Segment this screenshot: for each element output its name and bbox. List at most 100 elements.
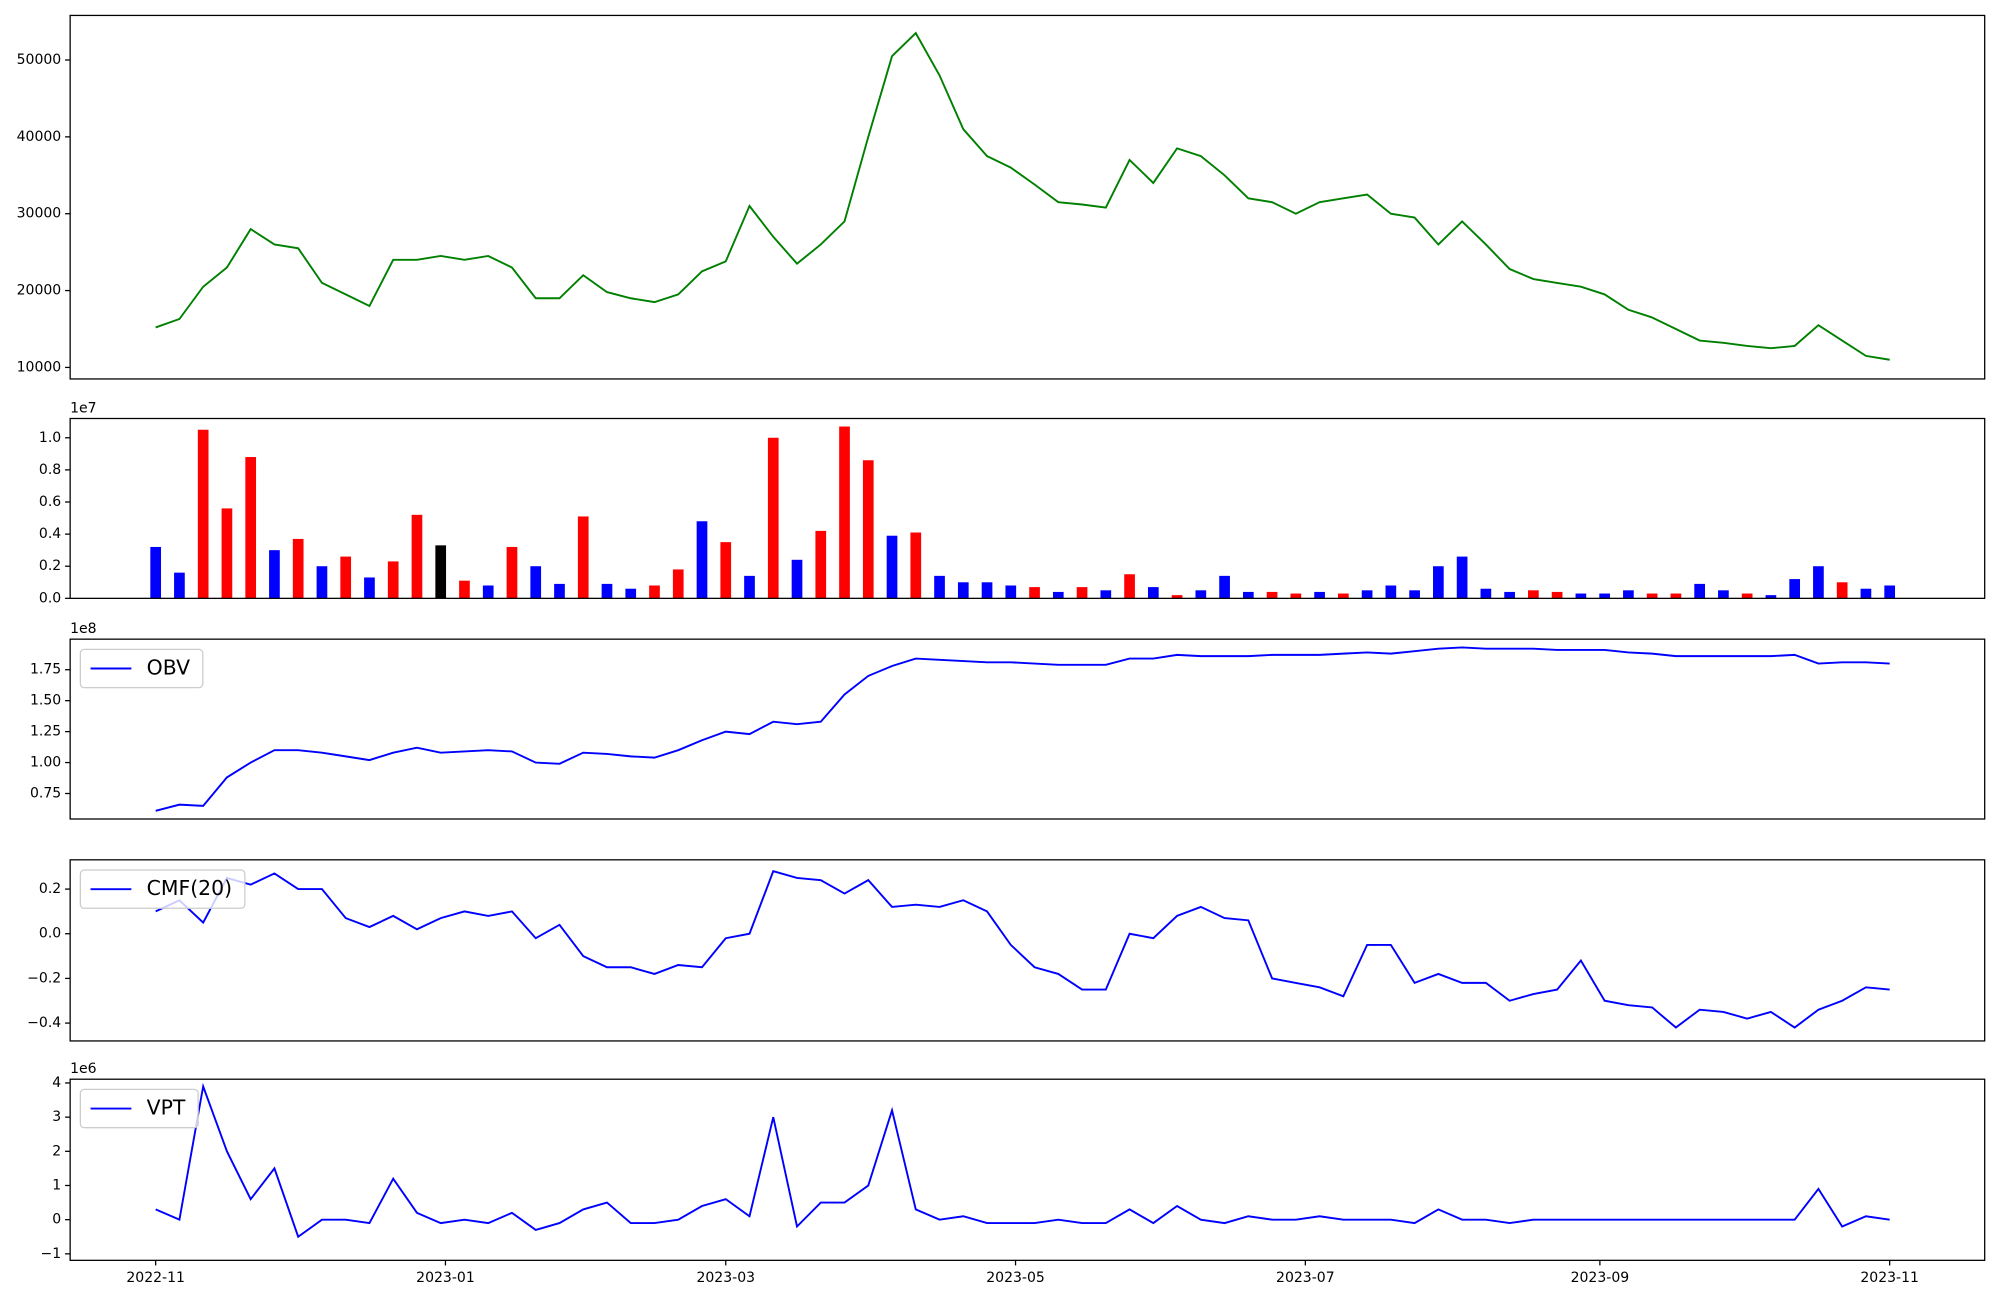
legend-box bbox=[79, 1088, 199, 1129]
offset-label: 1e7 bbox=[70, 400, 96, 416]
x-tick-label: 2022-11 bbox=[126, 1270, 185, 1286]
bar bbox=[1338, 593, 1349, 599]
bar bbox=[1100, 590, 1112, 599]
bar bbox=[506, 546, 518, 599]
bar bbox=[1551, 591, 1563, 599]
bar bbox=[554, 583, 565, 599]
bar bbox=[910, 532, 922, 599]
y-tick-label: 0.2 bbox=[39, 881, 61, 897]
bar bbox=[364, 577, 375, 599]
bar bbox=[340, 556, 352, 599]
bar bbox=[862, 460, 874, 599]
y-tick-label: 0.0 bbox=[39, 590, 61, 606]
bar bbox=[1884, 585, 1896, 599]
line bbox=[155, 1082, 1890, 1239]
bar bbox=[1480, 588, 1492, 599]
bar bbox=[625, 588, 637, 599]
line bbox=[155, 646, 1890, 812]
y-tick-label: 0.2 bbox=[39, 558, 61, 574]
bar bbox=[815, 530, 827, 599]
bar bbox=[1052, 591, 1064, 599]
plot-frame bbox=[69, 638, 1986, 820]
y-tick-label: 4 bbox=[52, 1075, 61, 1091]
bar bbox=[1646, 593, 1658, 599]
bar bbox=[1670, 593, 1682, 599]
bar bbox=[1504, 591, 1515, 599]
offset-label: 1e6 bbox=[70, 1061, 97, 1077]
panel: 0.0 0.2 0.4 0.6 0.8 1.0 1e7 bbox=[39, 400, 1986, 606]
bar bbox=[435, 545, 447, 599]
panel: 0.75 1.00 1.25 1.50 1.75 1e8 OBV bbox=[30, 621, 1986, 820]
bar bbox=[672, 569, 684, 599]
bar bbox=[1718, 590, 1729, 599]
x-tick-label: 2023-05 bbox=[986, 1270, 1045, 1286]
bar bbox=[1195, 590, 1207, 599]
plot-frame bbox=[69, 14, 1986, 380]
bar bbox=[1029, 587, 1040, 599]
panel: −1 0 1 2 3 4 2022-11 2023-01 2023-03 2023-05 2023-… bbox=[41, 1061, 1986, 1286]
legend-box bbox=[79, 648, 204, 689]
bar bbox=[1242, 591, 1254, 599]
bar bbox=[957, 582, 969, 599]
bar bbox=[1385, 585, 1397, 599]
bar bbox=[1005, 585, 1017, 599]
bar bbox=[1124, 574, 1135, 599]
bar bbox=[696, 521, 708, 599]
y-tick-label: 1.0 bbox=[39, 430, 61, 446]
x-tick-label: 2023-01 bbox=[416, 1270, 475, 1286]
line bbox=[155, 31, 1890, 361]
bar bbox=[1433, 566, 1444, 599]
bar bbox=[292, 538, 304, 599]
bar bbox=[767, 437, 779, 599]
y-tick-label: 20000 bbox=[17, 283, 62, 299]
y-tick-label: 1.25 bbox=[30, 724, 61, 740]
y-tick-label: 3 bbox=[52, 1109, 61, 1125]
x-tick-label: 2023-09 bbox=[1571, 1270, 1630, 1286]
plot-frame bbox=[69, 417, 1986, 599]
bar bbox=[1860, 588, 1872, 599]
bar bbox=[1765, 595, 1777, 599]
x-tick-label: 2023-11 bbox=[1860, 1270, 1919, 1286]
bar bbox=[1456, 556, 1468, 599]
y-tick-label: 2 bbox=[52, 1143, 61, 1159]
legend-label: CMF(20) bbox=[147, 876, 232, 900]
y-tick-label: 1.00 bbox=[30, 755, 61, 771]
legend-box bbox=[79, 869, 246, 909]
y-tick-label: 40000 bbox=[17, 129, 62, 145]
bar bbox=[530, 566, 542, 599]
bar bbox=[411, 514, 423, 599]
y-tick-label: 0.75 bbox=[30, 786, 61, 802]
y-tick-label: 0.4 bbox=[39, 526, 61, 542]
bar bbox=[601, 583, 613, 599]
offset-label: 1e8 bbox=[70, 621, 96, 637]
bar bbox=[1575, 593, 1587, 599]
bar bbox=[981, 582, 993, 599]
x-tick-label: 2023-03 bbox=[696, 1270, 755, 1286]
y-tick-label: 1 bbox=[52, 1177, 61, 1193]
bar bbox=[886, 535, 898, 599]
bar bbox=[1741, 593, 1753, 599]
bar bbox=[1147, 587, 1159, 599]
bar bbox=[1361, 590, 1373, 599]
line bbox=[155, 870, 1890, 1029]
y-tick-label: 30000 bbox=[17, 206, 62, 222]
bar bbox=[221, 508, 233, 599]
bar bbox=[245, 457, 257, 599]
legend-label: OBV bbox=[147, 655, 190, 679]
plot-frame bbox=[69, 859, 1986, 1042]
bar bbox=[649, 585, 660, 599]
bar bbox=[459, 580, 470, 599]
bar bbox=[720, 542, 732, 599]
bar bbox=[1290, 593, 1302, 599]
bar bbox=[1789, 579, 1801, 599]
y-tick-label: 1.50 bbox=[30, 693, 61, 709]
bar bbox=[1076, 587, 1088, 599]
y-tick-label: 50000 bbox=[17, 52, 62, 68]
x-tick-label: 2023-07 bbox=[1276, 1270, 1335, 1286]
bar bbox=[1409, 590, 1420, 599]
y-tick-label: 1.75 bbox=[30, 662, 61, 678]
y-tick-label: 0.8 bbox=[39, 462, 61, 478]
bar bbox=[791, 559, 803, 599]
bar bbox=[482, 585, 494, 599]
